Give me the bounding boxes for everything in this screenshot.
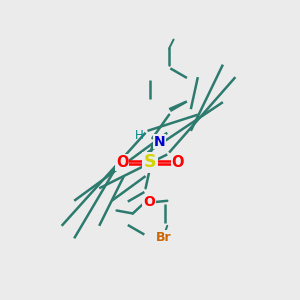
Text: N: N (154, 135, 165, 149)
Text: O: O (116, 155, 128, 170)
Text: S: S (144, 153, 156, 171)
Text: O: O (143, 195, 155, 209)
Text: H: H (135, 129, 143, 142)
Text: O: O (172, 155, 184, 170)
Text: Br: Br (156, 230, 172, 244)
